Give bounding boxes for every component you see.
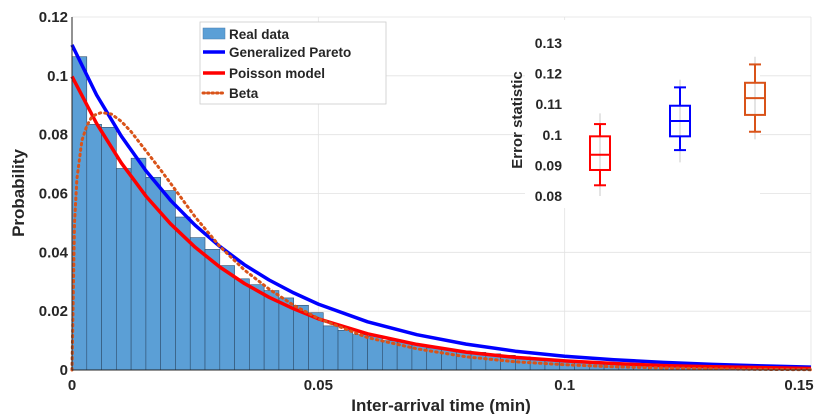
histogram-bar bbox=[189, 237, 206, 371]
legend-label-generalized-pareto: Generalized Pareto bbox=[229, 45, 351, 60]
legend-swatch-real-data bbox=[202, 27, 226, 40]
inset-background bbox=[525, 20, 760, 208]
x-axis-label: Inter-arrival time (min) bbox=[351, 396, 531, 414]
inset-y-tick-label: 0.11 bbox=[536, 96, 563, 112]
histogram-bar bbox=[86, 124, 102, 371]
x-tick-label: 0 bbox=[68, 377, 76, 394]
inset-y-tick-label: 0.12 bbox=[535, 66, 562, 82]
histogram-bar bbox=[352, 334, 368, 371]
inset-y-tick-labels: 0.08 0.09 0.1 0.11 0.12 0.13 bbox=[535, 35, 562, 204]
y-tick-label: 0.08 bbox=[39, 127, 68, 144]
inset-y-tick-label: 0.09 bbox=[535, 157, 562, 173]
histogram-bar bbox=[101, 127, 117, 371]
inset-y-tick-label: 0.13 bbox=[535, 35, 562, 51]
histogram-bar bbox=[367, 335, 383, 371]
y-tick-label: 0.06 bbox=[39, 186, 68, 203]
inset-y-axis-label: Error statistic bbox=[509, 71, 526, 169]
histogram-bar bbox=[234, 278, 250, 371]
y-tick-label: 0.02 bbox=[39, 303, 68, 320]
histogram-bar bbox=[204, 249, 221, 371]
box-iqr bbox=[589, 135, 611, 171]
legend-label-poisson-model: Poisson model bbox=[229, 66, 325, 81]
box-beta bbox=[744, 56, 766, 140]
box-poisson-model bbox=[589, 113, 611, 196]
curve-generalized-pareto bbox=[70, 44, 812, 369]
legend: Real data Generalized Pareto Poisson mod… bbox=[199, 21, 387, 105]
y-axis-label: Probability bbox=[9, 149, 28, 237]
histogram-bar bbox=[249, 284, 265, 371]
y-tick-label: 0.12 bbox=[39, 9, 68, 26]
histogram-bar bbox=[130, 157, 147, 371]
y-tick-labels: 0 0.02 0.04 0.06 0.08 0.1 0.12 bbox=[39, 9, 69, 379]
y-tick-label: 0.1 bbox=[47, 68, 68, 85]
histogram-bar bbox=[337, 329, 354, 371]
inset-boxplot: 0.08 0.09 0.1 0.11 0.12 0.13 Error statistic bbox=[509, 20, 766, 208]
x-tick-label: 0.05 bbox=[304, 377, 333, 394]
inset-y-tick-label: 0.08 bbox=[535, 188, 562, 204]
legend-label-real-data: Real data bbox=[229, 27, 290, 42]
box-generalized-pareto bbox=[669, 79, 691, 163]
histogram-bar bbox=[322, 325, 339, 371]
x-tick-label: 0.15 bbox=[784, 377, 813, 394]
histogram-bars bbox=[71, 56, 812, 371]
inset-boxes bbox=[589, 56, 766, 196]
x-tick-label: 0.1 bbox=[554, 377, 575, 394]
histogram-bar bbox=[219, 265, 235, 371]
legend-box bbox=[199, 21, 387, 105]
inset-y-tick-label: 0.1 bbox=[543, 127, 563, 143]
x-tick-labels: 0 0.05 0.1 0.15 bbox=[68, 377, 814, 394]
y-tick-label: 0.04 bbox=[39, 244, 69, 261]
legend-label-beta: Beta bbox=[229, 86, 259, 101]
histogram-bar bbox=[116, 168, 132, 371]
fitted-curves bbox=[70, 44, 813, 372]
curve-beta bbox=[70, 111, 813, 372]
y-tick-label: 0 bbox=[60, 362, 68, 379]
histogram-bar bbox=[382, 340, 398, 371]
